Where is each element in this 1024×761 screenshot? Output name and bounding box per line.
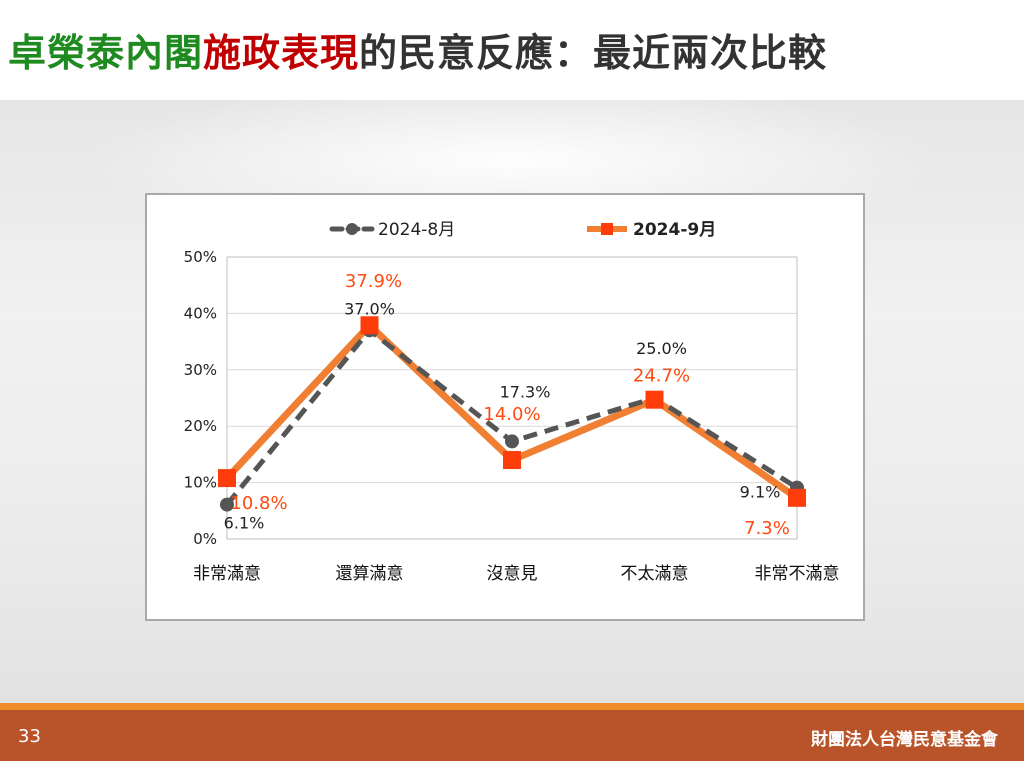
data-label-2024-9: 24.7% bbox=[633, 366, 690, 387]
page-title: 卓榮泰內閣施政表現的民意反應：最近兩次比較 bbox=[8, 22, 827, 77]
footer-bar: 33 財團法人台灣民意基金會 bbox=[0, 710, 1024, 761]
page-number: 33 bbox=[18, 726, 41, 747]
data-label-2024-9: 10.8% bbox=[230, 493, 287, 514]
line-chart: 0% 10% 20% 30% 40% 50% 非常滿意 還算滿意 沒意見 不太滿意 非常不滿意 202… bbox=[184, 220, 840, 584]
point-2024-9 bbox=[360, 316, 379, 335]
title-part-cabinet: 卓榮泰內閣 bbox=[8, 31, 204, 75]
x-category-label: 非常滿意 bbox=[193, 564, 261, 584]
title-part-rest: 的民意反應：最近兩次比較 bbox=[359, 31, 828, 75]
y-tick-label: 30% bbox=[184, 361, 217, 379]
x-category-label: 非常不滿意 bbox=[755, 564, 840, 584]
x-category-label: 不太滿意 bbox=[621, 564, 689, 584]
legend-label: 2024-9月 bbox=[633, 220, 716, 240]
footer-accent-line bbox=[0, 703, 1024, 710]
point-2024-8 bbox=[220, 497, 234, 512]
organization-name: 財團法人台灣民意基金會 bbox=[811, 730, 998, 750]
legend-marker-square bbox=[601, 223, 613, 235]
point-2024-9 bbox=[503, 451, 521, 470]
title-bar: 卓榮泰內閣施政表現的民意反應：最近兩次比較 bbox=[0, 0, 1024, 100]
data-label-2024-9: 37.9% bbox=[345, 271, 402, 292]
x-category-label: 沒意見 bbox=[487, 564, 538, 584]
data-label-2024-8: 37.0% bbox=[344, 299, 395, 318]
legend-marker-circle bbox=[346, 223, 358, 235]
data-label-2024-8: 9.1% bbox=[740, 483, 781, 502]
point-2024-9 bbox=[788, 488, 806, 507]
data-label-2024-9: 14.0% bbox=[483, 404, 540, 425]
x-category-label: 還算滿意 bbox=[336, 564, 404, 584]
data-label-2024-9: 7.3% bbox=[744, 518, 790, 539]
y-tick-label: 50% bbox=[184, 248, 217, 266]
y-tick-label: 10% bbox=[184, 474, 217, 492]
chart-container: 0% 10% 20% 30% 40% 50% 非常滿意 還算滿意 沒意見 不太滿意 非常不滿意 202… bbox=[145, 193, 865, 621]
y-tick-label: 20% bbox=[184, 417, 217, 435]
point-2024-8 bbox=[505, 434, 519, 449]
point-2024-9 bbox=[218, 469, 236, 488]
point-2024-9 bbox=[645, 390, 664, 409]
legend-label: 2024-8月 bbox=[378, 220, 455, 240]
title-part-performance: 施政表現 bbox=[203, 31, 360, 75]
data-label-2024-8: 17.3% bbox=[500, 382, 551, 401]
y-tick-label: 40% bbox=[184, 304, 217, 322]
y-tick-label: 0% bbox=[193, 530, 217, 548]
plot-area bbox=[226, 256, 798, 540]
data-label-2024-8: 25.0% bbox=[636, 339, 687, 358]
data-label-2024-8: 6.1% bbox=[224, 514, 265, 533]
